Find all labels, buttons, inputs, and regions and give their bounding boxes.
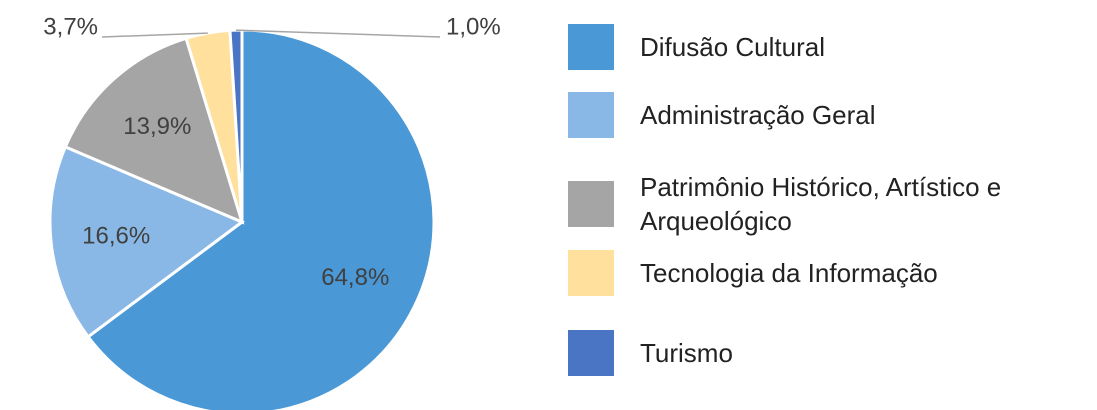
legend-label: Difusão Cultural <box>640 32 825 62</box>
legend-item: Turismo <box>568 330 1095 376</box>
data-label: 3,7% <box>43 13 98 40</box>
leader-line <box>235 29 441 38</box>
data-label: 1,0% <box>446 13 501 40</box>
data-label: 16,6% <box>82 222 150 249</box>
legend-swatch <box>568 181 614 227</box>
leader-line <box>101 32 208 38</box>
data-label: 64,8% <box>321 264 389 291</box>
pie-slice <box>63 36 245 225</box>
legend-label: Turismo <box>640 338 733 368</box>
legend-label: Administração Geral <box>640 100 876 130</box>
legend-swatch <box>568 250 614 296</box>
legend-label: Patrimônio Histórico, Artístico e Arqueo… <box>640 172 1002 236</box>
legend-label: Tecnologia da Informação <box>640 258 938 288</box>
pie-slice <box>48 144 245 339</box>
pie-area: 64,8% 16,6% 13,9% 3,7% 1,0% <box>43 13 501 410</box>
legend-item: Tecnologia da Informação <box>568 250 1095 296</box>
data-label: 13,9% <box>123 113 191 140</box>
legend-swatch <box>568 92 614 138</box>
legend-swatch <box>568 24 614 70</box>
legend-item: Patrimônio Histórico, Artístico e Arqueo… <box>568 170 1095 238</box>
legend-swatch <box>568 330 614 376</box>
legend-item: Difusão Cultural <box>568 24 1095 70</box>
pie-slice <box>85 28 436 410</box>
legend-item: Administração Geral <box>568 92 1095 138</box>
